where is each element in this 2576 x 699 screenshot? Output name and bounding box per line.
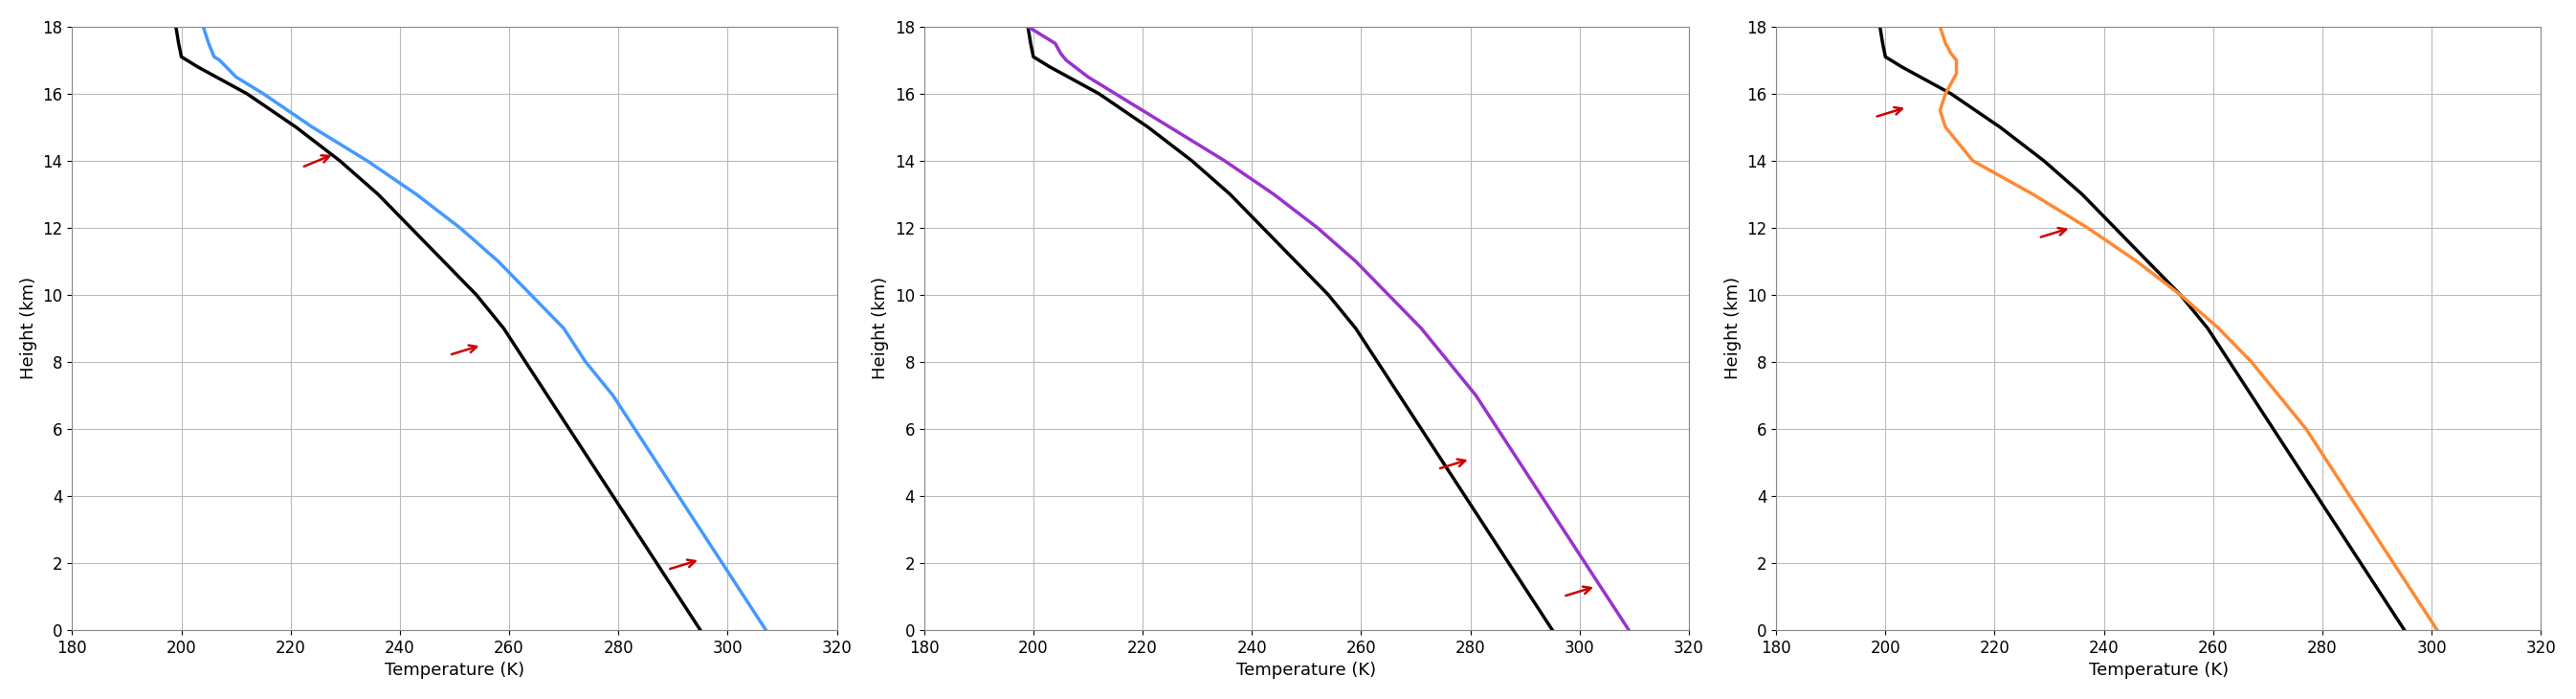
X-axis label: Temperature (K): Temperature (K): [384, 662, 526, 679]
X-axis label: Temperature (K): Temperature (K): [2089, 662, 2228, 679]
Y-axis label: Height (km): Height (km): [871, 277, 889, 380]
X-axis label: Temperature (K): Temperature (K): [1236, 662, 1376, 679]
Y-axis label: Height (km): Height (km): [1723, 277, 1741, 380]
Y-axis label: Height (km): Height (km): [21, 277, 36, 380]
